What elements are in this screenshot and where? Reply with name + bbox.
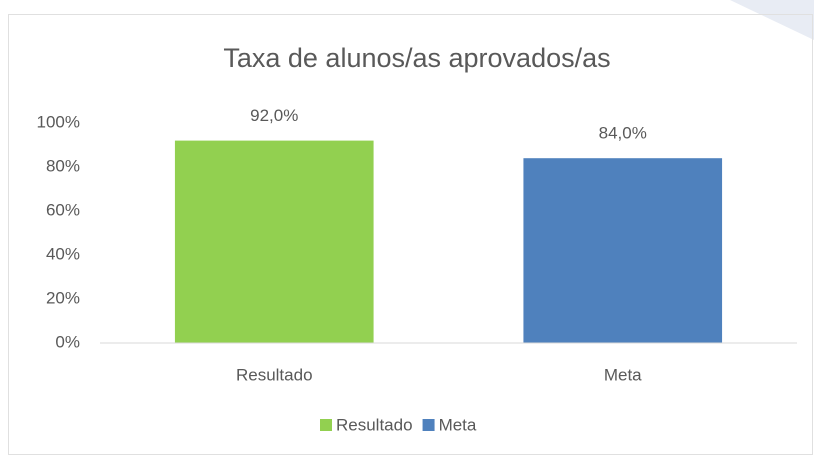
data-label: 84,0% bbox=[599, 124, 647, 143]
data-label: 92,0% bbox=[250, 106, 298, 125]
legend-label: Resultado bbox=[336, 415, 413, 434]
x-tick-label: Meta bbox=[604, 365, 642, 384]
background-decoration bbox=[730, 0, 814, 40]
bar bbox=[174, 140, 374, 343]
y-tick-label: 40% bbox=[46, 244, 80, 263]
y-tick-label: 20% bbox=[46, 288, 80, 307]
y-tick-label: 100% bbox=[37, 112, 80, 131]
y-tick-label: 60% bbox=[46, 200, 80, 219]
chart-title: Taxa de alunos/as aprovados/as bbox=[223, 43, 610, 73]
y-tick-label: 0% bbox=[55, 332, 80, 351]
bar bbox=[523, 158, 723, 343]
y-tick-label: 80% bbox=[46, 156, 80, 175]
legend-swatch bbox=[320, 419, 332, 431]
legend-label: Meta bbox=[439, 415, 477, 434]
x-tick-label: Resultado bbox=[236, 365, 313, 384]
legend-swatch bbox=[422, 419, 435, 431]
